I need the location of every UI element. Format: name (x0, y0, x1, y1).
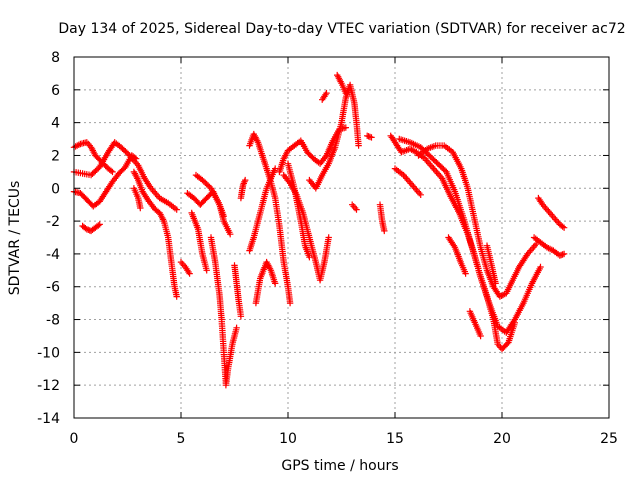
point-markers (376, 201, 388, 235)
series-arc-19 (284, 160, 313, 261)
series-arc-14 (246, 165, 279, 254)
series-arc-34 (535, 194, 568, 231)
y-tick-label: 6 (51, 83, 60, 99)
x-tick-label: 25 (600, 431, 618, 447)
point-markers (246, 130, 294, 307)
point-markers (349, 201, 360, 213)
series-arc-4 (79, 221, 103, 235)
y-tick-label: 4 (51, 116, 60, 132)
point-markers (334, 71, 349, 97)
series-arc-28 (396, 135, 544, 336)
point-markers (535, 194, 568, 231)
series-arc-30 (445, 234, 469, 277)
series-arc-15 (252, 258, 279, 307)
series-arc-5 (130, 168, 180, 300)
point-markers (130, 185, 144, 212)
point-markers (284, 160, 313, 261)
point-markers (231, 262, 245, 320)
point-markers (246, 165, 279, 254)
x-tick-label: 5 (177, 431, 186, 447)
point-markers (237, 176, 249, 202)
point-markers (207, 234, 240, 389)
series-arc-22 (319, 89, 330, 103)
y-tick-label: 2 (51, 148, 60, 164)
point-markers (79, 221, 103, 235)
series-arc-31 (466, 308, 484, 340)
y-tick-labels: 8 6 4 2 0 -2 -4 -6 -8 -10 -12 -14 (37, 50, 60, 427)
data-points (70, 71, 568, 389)
y-axis-title: SDTVAR / TECUs (7, 181, 23, 296)
point-markers (192, 171, 234, 238)
y-tick-label: -10 (37, 345, 60, 361)
series-arc-21 (334, 71, 349, 97)
point-markers (466, 308, 484, 340)
point-markers (415, 142, 540, 300)
y-tick-label: 8 (51, 50, 60, 66)
series-arc-27 (391, 165, 424, 198)
y-tick-label: -4 (46, 247, 60, 263)
point-markers (319, 89, 330, 103)
x-tick-label: 20 (493, 431, 511, 447)
y-tick-label: -2 (46, 214, 60, 230)
series-arc-32 (483, 242, 499, 287)
series-arc-25 (376, 201, 388, 235)
plot-frame (73, 56, 610, 419)
x-tick-label: 10 (279, 431, 297, 447)
point-markers (188, 209, 210, 274)
series-arc-12 (231, 262, 245, 320)
x-axis-title: GPS time / hours (281, 458, 398, 474)
series-arc-13 (237, 176, 249, 202)
y-tick-label: 0 (51, 181, 60, 197)
point-markers (306, 81, 362, 192)
series-arc-16 (246, 130, 294, 307)
y-tick-label: -14 (37, 411, 60, 427)
series-arc-29 (415, 142, 540, 300)
point-markers (530, 234, 568, 259)
point-markers (483, 242, 499, 287)
chart-title: Day 134 of 2025, Sidereal Day-to-day VTE… (58, 21, 625, 37)
grid (74, 57, 609, 418)
x-tick-label: 15 (386, 431, 404, 447)
y-tick-label: -12 (37, 378, 60, 394)
axis-ticks (73, 56, 610, 419)
point-markers (396, 135, 544, 336)
series-arc-1 (70, 139, 116, 176)
y-tick-label: -6 (46, 280, 60, 296)
series-arc-9 (192, 171, 234, 238)
y-tick-label: -8 (46, 313, 60, 329)
series-arc-7 (177, 258, 193, 277)
series-arc-10 (188, 209, 210, 274)
series-arc-24 (364, 132, 375, 141)
point-markers (445, 234, 469, 277)
point-markers (130, 168, 180, 300)
series-arc-23 (349, 201, 360, 213)
series-arc-6 (130, 185, 144, 212)
series-arc-11 (207, 234, 240, 389)
point-markers (177, 258, 193, 277)
point-markers (391, 165, 424, 198)
x-tick-label: 0 (70, 431, 79, 447)
series-arc-33 (530, 234, 568, 259)
series-arc-20 (306, 81, 362, 192)
x-tick-labels: 0 5 10 15 20 25 (70, 431, 618, 447)
point-markers (364, 132, 375, 141)
point-markers (252, 258, 279, 307)
point-markers (70, 139, 116, 176)
